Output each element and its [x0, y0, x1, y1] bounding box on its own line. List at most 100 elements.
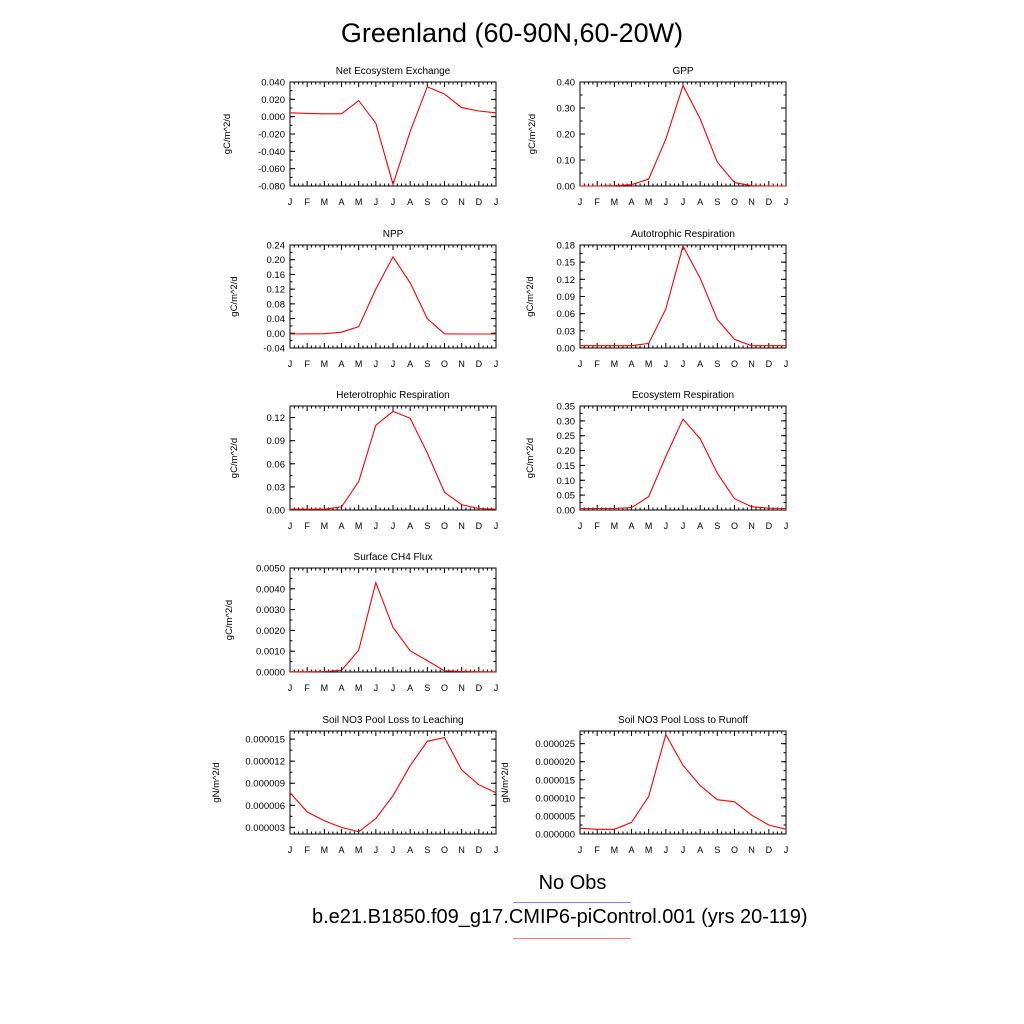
plot-frame	[289, 567, 497, 673]
x-tick-label: J	[494, 359, 499, 369]
x-tick-label: J	[578, 197, 583, 207]
x-tick-label: A	[338, 521, 344, 531]
y-axis-label: gC/m^2/d	[224, 600, 235, 640]
x-tick-label: A	[697, 197, 703, 207]
x-tick-label: M	[321, 683, 329, 693]
x-tick-label: M	[321, 197, 329, 207]
y-tick-label: 0.000015	[535, 775, 575, 786]
legend-obs-line	[513, 902, 631, 903]
series-line	[579, 733, 787, 830]
x-tick-label: S	[714, 845, 720, 855]
y-tick-label: 0.35	[557, 402, 576, 413]
y-tick-label: 0.08	[267, 299, 286, 310]
y-tick-label: 0.10	[557, 156, 576, 167]
y-tick-label: -0.04	[263, 344, 285, 355]
plot-frame	[579, 405, 787, 511]
panel-title: Autotrophic Respiration	[631, 229, 735, 240]
chart-panel: J F M A M J J A S O N D J0.180.150.120.090.060.030.0…	[525, 229, 788, 369]
chart-panel: J F M A M J J A S O N D J0.240.200.160.120.080.040.0…	[229, 229, 498, 369]
y-tick-label: 0.000000	[535, 830, 575, 841]
plot-frame	[289, 405, 497, 511]
series-line	[580, 244, 786, 347]
x-tick-label: J	[784, 359, 789, 369]
y-tick-label: 0.0050	[256, 564, 285, 575]
y-tick-label: 0.15	[557, 258, 576, 269]
series-line	[289, 86, 497, 187]
x-tick-label: O	[731, 197, 738, 207]
x-tick-label: N	[458, 521, 465, 531]
y-axis-label: gC/m^2/d	[229, 276, 240, 316]
y-tick-label: 0.09	[267, 436, 286, 447]
x-tick-label: J	[681, 359, 686, 369]
y-tick-label: 0.0030	[256, 605, 285, 616]
y-tick-label: 0.12	[557, 275, 576, 286]
y-tick-label: 0.25	[557, 431, 576, 442]
x-tick-label: A	[628, 845, 634, 855]
series-line	[289, 736, 497, 833]
y-tick-label: 0.04	[267, 314, 286, 325]
x-tick-label: J	[784, 845, 789, 855]
y-tick-label: 0.16	[267, 270, 286, 281]
y-axis-label: gC/m^2/d	[525, 438, 536, 478]
y-tick-label: 0.000005	[535, 811, 575, 822]
y-tick-label: 0.06	[557, 309, 576, 320]
x-tick-label: D	[476, 197, 483, 207]
series-line	[290, 580, 496, 673]
x-tick-label: S	[424, 359, 430, 369]
x-tick-label: J	[664, 359, 669, 369]
x-tick-label: O	[441, 683, 448, 693]
plot-frame	[289, 81, 497, 187]
x-tick-label: O	[441, 521, 448, 531]
x-tick-label: J	[681, 197, 686, 207]
y-tick-label: 0.00	[557, 182, 576, 193]
x-tick-label: D	[766, 845, 773, 855]
y-tick-label: 0.00	[267, 329, 286, 340]
x-tick-label: M	[321, 521, 329, 531]
x-tick-label: S	[424, 521, 430, 531]
x-tick-label: S	[714, 521, 720, 531]
y-tick-label: 0.000003	[245, 823, 285, 834]
x-tick-label: J	[288, 683, 293, 693]
x-tick-label: J	[578, 845, 583, 855]
x-tick-label: J	[681, 845, 686, 855]
x-tick-label: N	[748, 359, 755, 369]
y-tick-label: 0.30	[557, 416, 576, 427]
x-tick-label: S	[424, 197, 430, 207]
y-tick-label: 0.18	[557, 241, 576, 252]
x-tick-label: O	[441, 845, 448, 855]
y-tick-label: 0.24	[267, 241, 286, 252]
x-tick-label: F	[304, 359, 310, 369]
x-tick-label: N	[458, 359, 465, 369]
x-tick-label: S	[714, 359, 720, 369]
panel-title: Surface CH4 Flux	[354, 552, 433, 563]
x-tick-label: J	[374, 683, 379, 693]
x-tick-label: A	[407, 845, 413, 855]
x-tick-label: F	[594, 521, 600, 531]
x-tick-label: M	[611, 359, 619, 369]
x-tick-label: M	[355, 683, 363, 693]
y-tick-label: 0.000006	[245, 801, 285, 812]
x-tick-label: A	[338, 845, 344, 855]
x-tick-label: D	[766, 197, 773, 207]
x-tick-label: M	[355, 521, 363, 531]
x-tick-label: O	[731, 845, 738, 855]
y-tick-label: 0.10	[557, 476, 576, 487]
x-tick-label: J	[784, 521, 789, 531]
x-tick-label: J	[391, 359, 396, 369]
x-tick-label: A	[628, 521, 634, 531]
x-tick-label: O	[731, 359, 738, 369]
legend-model-line	[513, 938, 631, 939]
y-tick-label: 0.020	[261, 95, 285, 106]
y-tick-label: 0.00	[557, 506, 576, 517]
x-tick-label: A	[628, 359, 634, 369]
y-axis-label: gC/m^2/d	[222, 114, 233, 154]
y-tick-label: 0.05	[557, 491, 576, 502]
x-tick-label: A	[338, 197, 344, 207]
y-tick-label: 0.000010	[535, 793, 575, 804]
x-tick-label: J	[288, 197, 293, 207]
x-tick-label: J	[391, 683, 396, 693]
x-tick-label: O	[441, 197, 448, 207]
y-tick-label: 0.03	[557, 326, 576, 337]
x-tick-label: A	[697, 521, 703, 531]
panel-title: Ecosystem Respiration	[632, 390, 734, 401]
